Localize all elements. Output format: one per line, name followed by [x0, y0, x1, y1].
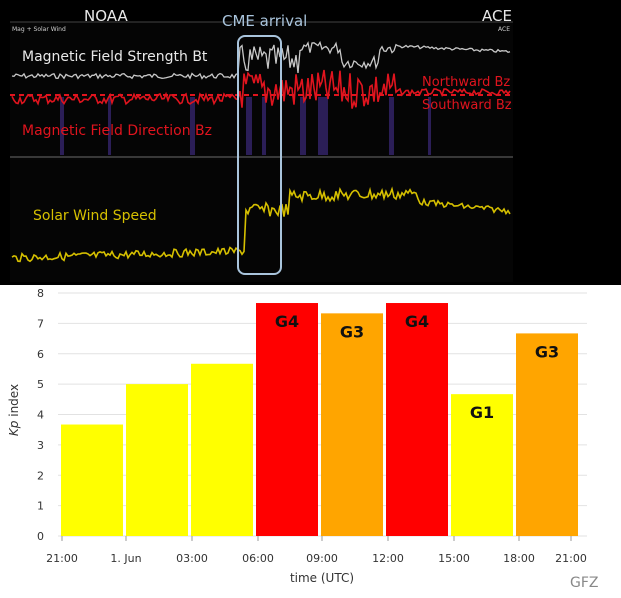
southward-label: Southward Bz [422, 98, 512, 113]
x-tick-labels: 21:00 1. Jun 03:00 06:00 09:00 12:00 15:00 18:0… [46, 536, 587, 565]
bz-southward-bands [60, 97, 431, 155]
x-tick-label: 1. Jun [110, 552, 141, 565]
x-tick-label: 15:00 [438, 552, 470, 565]
bz-band [428, 97, 431, 155]
x-tick-label: 21:00 [555, 552, 587, 565]
y-axis-label-italic: Kp [7, 420, 21, 436]
kp-bar [386, 303, 448, 536]
kp-bar-labels: G4 G3 G4 G1 G3 [275, 312, 559, 422]
y-tick-label: 7 [37, 317, 44, 330]
bz-band [60, 97, 64, 155]
y-tick-label: 1 [37, 500, 44, 513]
kp-bar [126, 384, 188, 536]
x-axis-label: time (UTC) [290, 571, 354, 585]
x-tick-label: 18:00 [503, 552, 535, 565]
bz-band [246, 97, 252, 155]
source-noaa-label: NOAA [84, 7, 128, 25]
field-direction-label: Magnetic Field Direction Bz [22, 123, 212, 139]
northward-label: Northward Bz [422, 75, 510, 90]
kp-bar [451, 394, 513, 536]
kp-bar [516, 333, 578, 536]
bz-band [318, 97, 328, 155]
storm-level-label: G4 [275, 312, 299, 331]
solar-wind-speed-trace [11, 186, 511, 263]
y-axis-label-rest: index [7, 384, 21, 421]
x-tick-label: 12:00 [372, 552, 404, 565]
credit-label: GFZ [570, 575, 599, 591]
bz-band [300, 97, 306, 155]
bz-band [262, 97, 266, 155]
storm-level-label: G3 [535, 342, 559, 361]
y-tick-label: 6 [37, 348, 44, 361]
y-tick-labels: 0 1 2 3 4 5 6 7 8 [37, 287, 44, 543]
kp-bar [256, 303, 318, 536]
y-tick-label: 0 [37, 530, 44, 543]
kp-bar [321, 313, 383, 536]
kp-bars [61, 303, 578, 536]
panel-header-small-right: ACE [498, 26, 510, 33]
field-strength-trace [11, 40, 511, 80]
solar-wind-panel: NOAA ACE Mag + Solar Wind ACE CME arriva… [0, 0, 621, 285]
y-tick-label: 8 [37, 287, 44, 300]
bz-band [190, 97, 195, 155]
x-tick-label: 09:00 [306, 552, 338, 565]
field-strength-label: Magnetic Field Strength Bt [22, 49, 208, 65]
bz-band [389, 97, 394, 155]
storm-level-label: G3 [340, 322, 364, 341]
cme-arrival-box [237, 35, 282, 275]
source-ace-label: ACE [482, 7, 512, 25]
storm-level-label: G1 [470, 403, 494, 422]
storm-level-label: G4 [405, 312, 429, 331]
y-tick-label: 3 [37, 439, 44, 452]
kp-bar [191, 363, 253, 536]
y-axis-label: Kp index [7, 384, 21, 436]
y-tick-label: 2 [37, 469, 44, 482]
kp-bar [61, 424, 123, 536]
kp-index-chart: G4 G3 G4 G1 G3 0 1 2 3 4 5 6 7 8 21:00 1. Jun 03:00 06:… [7, 287, 599, 591]
y-tick-label: 5 [37, 378, 44, 391]
x-tick-label: 06:00 [242, 552, 274, 565]
solar-wind-plot: NOAA ACE Mag + Solar Wind ACE CME arriva… [10, 7, 513, 282]
cme-arrival-label: CME arrival [222, 12, 307, 30]
bz-band [108, 97, 111, 155]
x-tick-label: 21:00 [46, 552, 78, 565]
y-tick-label: 4 [37, 409, 44, 422]
panel-header-small: Mag + Solar Wind [12, 26, 66, 33]
x-tick-label: 03:00 [176, 552, 208, 565]
field-direction-trace [11, 69, 511, 109]
solar-wind-label: Solar Wind Speed [33, 208, 157, 224]
